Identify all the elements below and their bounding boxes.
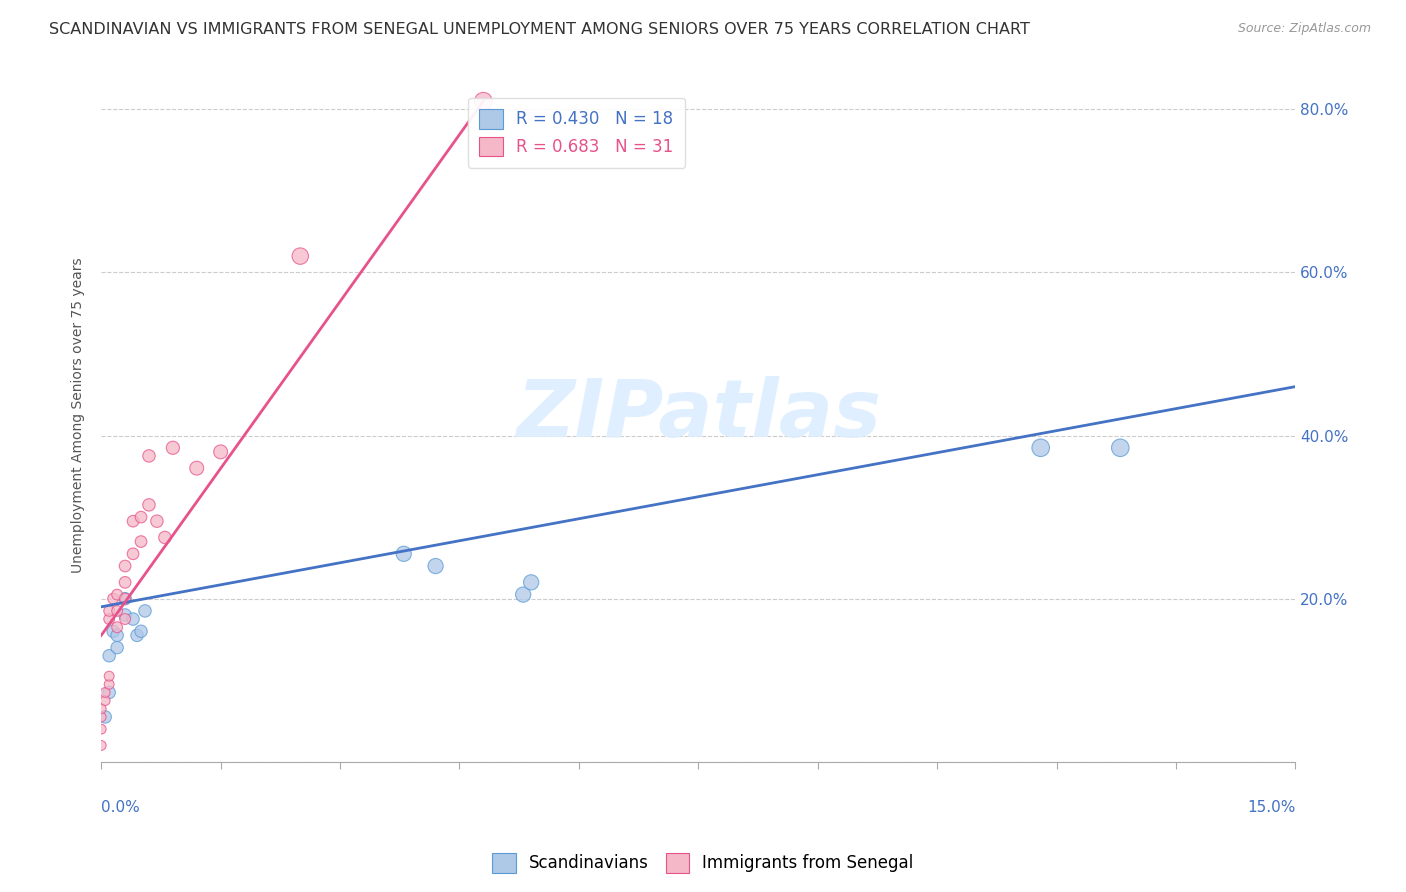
Text: Source: ZipAtlas.com: Source: ZipAtlas.com: [1237, 22, 1371, 36]
Point: [114, 575, 136, 590]
Point: [520, 575, 543, 590]
Point: [90, 710, 112, 724]
Point: [105, 640, 128, 655]
Point: [146, 514, 169, 528]
Point: [114, 591, 136, 606]
Point: [290, 249, 312, 263]
Y-axis label: Unemployment Among Seniors over 75 years: Unemployment Among Seniors over 75 years: [72, 257, 86, 573]
Point: [186, 461, 208, 475]
Point: [94, 693, 117, 707]
Point: [1109, 441, 1132, 455]
Legend: Scandinavians, Immigrants from Senegal: Scandinavians, Immigrants from Senegal: [485, 847, 921, 880]
Point: [98, 677, 121, 691]
Point: [98, 685, 121, 699]
Point: [125, 628, 148, 642]
Point: [105, 620, 128, 634]
Point: [98, 648, 121, 663]
Point: [105, 588, 128, 602]
Point: [129, 624, 152, 639]
Point: [114, 607, 136, 622]
Point: [122, 547, 145, 561]
Point: [98, 604, 121, 618]
Point: [138, 498, 160, 512]
Point: [101, 591, 124, 606]
Point: [162, 441, 184, 455]
Point: [114, 612, 136, 626]
Point: [425, 559, 447, 574]
Point: [129, 534, 152, 549]
Point: [105, 628, 128, 642]
Point: [114, 591, 136, 606]
Point: [90, 739, 112, 753]
Point: [138, 449, 160, 463]
Text: 0.0%: 0.0%: [101, 800, 141, 815]
Point: [105, 604, 128, 618]
Point: [129, 510, 152, 524]
Point: [98, 612, 121, 626]
Point: [90, 702, 112, 716]
Point: [122, 514, 145, 528]
Text: SCANDINAVIAN VS IMMIGRANTS FROM SENEGAL UNEMPLOYMENT AMONG SENIORS OVER 75 YEARS: SCANDINAVIAN VS IMMIGRANTS FROM SENEGAL …: [49, 22, 1031, 37]
Point: [94, 685, 117, 699]
Point: [122, 612, 145, 626]
Point: [101, 624, 124, 639]
Point: [472, 94, 495, 108]
Legend: R = 0.430   N = 18, R = 0.683   N = 31: R = 0.430 N = 18, R = 0.683 N = 31: [468, 97, 685, 168]
Point: [114, 559, 136, 574]
Text: ZIPatlas: ZIPatlas: [516, 376, 880, 454]
Point: [153, 531, 176, 545]
Point: [392, 547, 415, 561]
Point: [209, 445, 232, 459]
Text: 15.0%: 15.0%: [1247, 800, 1295, 815]
Point: [90, 722, 112, 736]
Point: [98, 669, 121, 683]
Point: [512, 588, 534, 602]
Point: [94, 710, 117, 724]
Point: [134, 604, 156, 618]
Point: [1029, 441, 1052, 455]
